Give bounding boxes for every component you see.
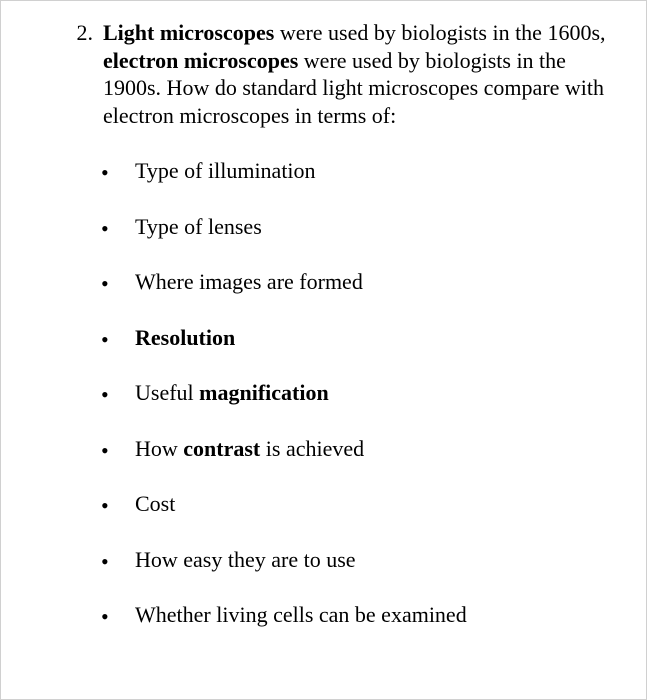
text-segment: contrast: [183, 436, 260, 461]
text-segment: Whether living cells can be examined: [135, 602, 467, 627]
text-segment: Useful: [135, 380, 199, 405]
list-item: •How easy they are to use: [101, 546, 616, 574]
bullet-text: Useful magnification: [135, 379, 616, 407]
bullet-icon: •: [101, 218, 135, 240]
list-item: •Whether living cells can be examined: [101, 601, 616, 629]
bullet-text: Whether living cells can be examined: [135, 601, 616, 629]
list-item: •How contrast is achieved: [101, 435, 616, 463]
bullet-icon: •: [101, 440, 135, 462]
text-segment: were used by biologists in the 1600s,: [274, 20, 605, 45]
text-segment: Type of illumination: [135, 158, 316, 183]
bullet-text: How easy they are to use: [135, 546, 616, 574]
list-item: •Resolution: [101, 324, 616, 352]
bullet-list: •Type of illumination•Type of lenses•Whe…: [31, 157, 616, 629]
bullet-icon: •: [101, 551, 135, 573]
text-segment: magnification: [199, 380, 329, 405]
bullet-icon: •: [101, 329, 135, 351]
text-segment: is achieved: [260, 436, 364, 461]
text-segment: electron microscopes: [103, 48, 298, 73]
bullet-text: Resolution: [135, 324, 616, 352]
list-item: •Where images are formed: [101, 268, 616, 296]
bullet-icon: •: [101, 495, 135, 517]
bullet-text: Type of lenses: [135, 213, 616, 241]
bullet-icon: •: [101, 606, 135, 628]
list-item: •Cost: [101, 490, 616, 518]
question-number: 2.: [31, 19, 103, 129]
bullet-icon: •: [101, 162, 135, 184]
bullet-text: How contrast is achieved: [135, 435, 616, 463]
list-item: •Type of illumination: [101, 157, 616, 185]
list-item: •Type of lenses: [101, 213, 616, 241]
bullet-icon: •: [101, 384, 135, 406]
list-item: •Useful magnification: [101, 379, 616, 407]
question-text: Light microscopes were used by biologist…: [103, 19, 616, 129]
bullet-icon: •: [101, 273, 135, 295]
text-segment: How: [135, 436, 183, 461]
text-segment: Resolution: [135, 325, 235, 350]
text-segment: Light microscopes: [103, 20, 274, 45]
text-segment: How easy they are to use: [135, 547, 356, 572]
bullet-text: Where images are formed: [135, 268, 616, 296]
text-segment: Where images are formed: [135, 269, 363, 294]
bullet-text: Cost: [135, 490, 616, 518]
text-segment: Cost: [135, 491, 175, 516]
bullet-text: Type of illumination: [135, 157, 616, 185]
question-block: 2. Light microscopes were used by biolog…: [31, 19, 616, 129]
text-segment: Type of lenses: [135, 214, 262, 239]
